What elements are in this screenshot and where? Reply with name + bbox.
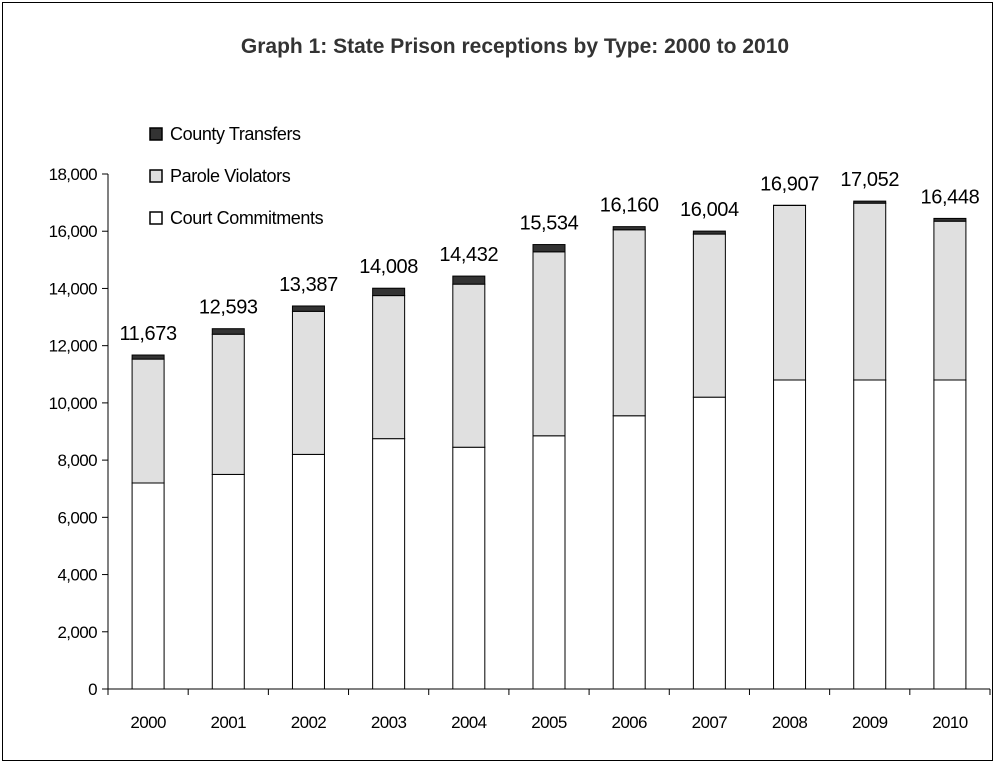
bar-segment-parole-violators: [211, 333, 245, 475]
bar-segment-parole-violators: [452, 283, 486, 448]
bar-segment-court-commitments: [211, 473, 245, 690]
x-tick-label: 2004: [451, 713, 487, 732]
legend: County Transfers Parole Violators Court Co…: [149, 124, 324, 228]
bar-segment-county-transfers: [211, 328, 245, 335]
y-tick-label: 8,000: [57, 451, 97, 470]
legend-label: Court Commitments: [170, 208, 324, 228]
y-tick-label: 18,000: [49, 165, 98, 184]
total-label: 14,008: [359, 256, 418, 278]
bar-segment-county-transfers: [532, 244, 566, 253]
bars: [131, 200, 967, 690]
total-label: 15,534: [520, 213, 579, 235]
x-tick-label: 2007: [692, 713, 728, 732]
y-tick-label: 0: [88, 680, 97, 699]
bar-segment-parole-violators: [933, 220, 967, 381]
x-tick-label: 2009: [852, 713, 888, 732]
chart-title: Graph 1: State Prison receptions by Type…: [241, 35, 789, 58]
legend-swatch: [149, 211, 163, 225]
legend-swatch: [149, 169, 163, 183]
bar-segment-court-commitments: [853, 379, 887, 690]
x-tick-label: 2003: [371, 713, 407, 732]
x-tick-label: 2001: [211, 713, 247, 732]
bar-segment-parole-violators: [773, 204, 807, 381]
bar-segment-county-transfers: [933, 217, 967, 222]
bar-segment-parole-violators: [131, 358, 165, 484]
bar-segment-county-transfers: [853, 200, 887, 204]
total-label: 16,160: [600, 195, 659, 217]
legend-label: County Transfers: [170, 124, 301, 144]
total-label: 13,387: [279, 274, 338, 296]
bar-segment-court-commitments: [291, 453, 325, 690]
y-tick-label: 4,000: [57, 566, 97, 585]
bar-segment-court-commitments: [612, 415, 646, 690]
bar-segment-parole-violators: [612, 229, 646, 417]
bar-segment-court-commitments: [933, 379, 967, 690]
x-tick-label: 2005: [531, 713, 567, 732]
y-tick-label: 12,000: [49, 337, 98, 356]
y-tick-label: 2,000: [57, 623, 97, 642]
bar-segment-county-transfers: [291, 305, 325, 312]
bar-segment-court-commitments: [372, 438, 406, 690]
x-tick-labels: 2000 2001 2002 2003 2004 2005 2006 2007 2008 2009…: [130, 713, 968, 732]
y-tick-label: 6,000: [57, 508, 97, 527]
bar-segment-court-commitments: [773, 379, 807, 690]
x-tick-label: 2008: [772, 713, 808, 732]
bar-segment-county-transfers: [612, 226, 646, 231]
x-tick-label: 2010: [932, 713, 968, 732]
bar-segment-parole-violators: [372, 295, 406, 440]
bar-segment-county-transfers: [452, 275, 486, 285]
bar-segment-court-commitments: [131, 482, 165, 690]
y-tick-label: 16,000: [49, 222, 98, 241]
y-tick-label: 10,000: [49, 394, 98, 413]
bar-segment-county-transfers: [372, 287, 406, 297]
bar-segment-court-commitments: [452, 446, 486, 690]
total-label: 17,052: [840, 169, 899, 191]
legend-swatch: [149, 127, 163, 141]
bar-segment-court-commitments: [692, 396, 726, 690]
y-tick-labels: 0 2,000 4,000 6,000 8,000 10,000 12,000 14,000 1…: [49, 165, 98, 699]
legend-label: Parole Violators: [170, 166, 291, 186]
total-label: 16,004: [680, 199, 739, 221]
total-label: 14,432: [439, 244, 498, 266]
x-tick-label: 2000: [130, 713, 166, 732]
total-label: 16,448: [921, 186, 980, 208]
x-tick-label: 2006: [611, 713, 647, 732]
bar-segment-parole-violators: [532, 251, 566, 437]
total-label: 11,673: [119, 323, 177, 345]
bar-segment-parole-violators: [291, 310, 325, 455]
bar-segment-parole-violators: [853, 202, 887, 381]
x-tick-label: 2002: [291, 713, 327, 732]
total-label: 12,593: [199, 297, 258, 319]
bar-segment-court-commitments: [532, 435, 566, 690]
bar-segment-county-transfers: [692, 230, 726, 235]
y-tick-label: 14,000: [49, 279, 98, 298]
total-label: 16,907: [760, 173, 819, 195]
bar-segment-parole-violators: [692, 233, 726, 398]
bar-segment-county-transfers: [131, 354, 165, 360]
total-labels: 11,673 12,593 13,387 14,008 14,432 15,534 16,1…: [119, 169, 980, 345]
